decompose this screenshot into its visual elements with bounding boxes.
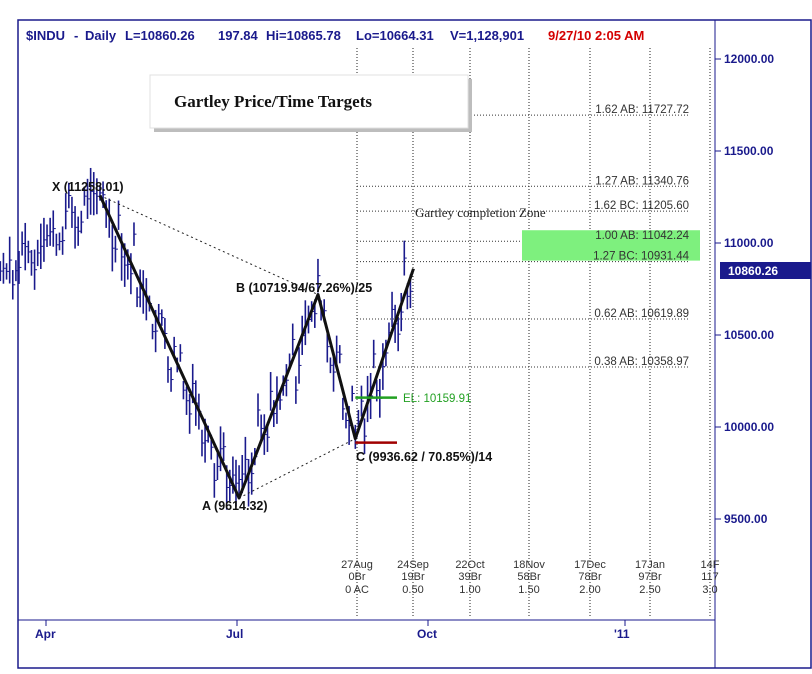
time-target-ratio: 2.50 xyxy=(639,584,660,596)
x-tick-label: Apr xyxy=(35,627,56,641)
header-dash: - xyxy=(74,28,78,43)
time-target-date: 18Nov xyxy=(513,559,545,571)
time-target-bars: 78Br xyxy=(578,571,602,583)
x-tick-label: Jul xyxy=(226,627,243,641)
header-high: Hi=10865.78 xyxy=(266,28,341,43)
time-target-bars: 19Br xyxy=(401,571,425,583)
completion-zone-box xyxy=(522,230,700,261)
time-target-bars: 0Br xyxy=(348,571,365,583)
pattern-point-label: C (9936.62 / 70.85%)/14 xyxy=(356,450,492,464)
fib-level-label: 1.62 AB: 11727.72 xyxy=(595,104,689,116)
x-tick-label: Oct xyxy=(417,627,437,641)
fib-level-label: 0.38 AB: 10358.97 xyxy=(594,356,689,368)
header-change: 197.84 xyxy=(218,28,259,43)
time-target-ratio: 1.50 xyxy=(518,584,539,596)
last-price-tag xyxy=(720,262,811,279)
completion-zone-label: Gartley completion Zone xyxy=(415,205,546,220)
time-target-date: 14F xyxy=(701,559,720,571)
time-target-date: 17Dec xyxy=(574,559,606,571)
pattern-point-label: A (9614.32) xyxy=(202,499,268,513)
y-tick-label: 11500.00 xyxy=(724,144,774,158)
fib-level-label: 1.00 AB: 11042.24 xyxy=(595,230,689,242)
time-target-ratio: 0.50 xyxy=(402,584,423,596)
time-target-bars: 58Br xyxy=(517,571,541,583)
time-target-bars: 97Br xyxy=(638,571,662,583)
y-tick-label: 10000.00 xyxy=(724,420,774,434)
header-last: L=10860.26 xyxy=(125,28,195,43)
time-target-ratio: 0 AC xyxy=(345,584,369,596)
fib-level-label: 0.62 AB: 10619.89 xyxy=(594,308,689,320)
gartley-pattern-line xyxy=(98,194,415,500)
y-tick-label: 10500.00 xyxy=(724,328,774,342)
completion-zone-layer xyxy=(522,230,700,261)
fib-level-label: 1.27 BC: 10931.44 xyxy=(593,251,690,263)
fib-level-label: 1.27 AB: 11340.76 xyxy=(595,175,689,187)
x-tick-label: '11 xyxy=(614,627,630,641)
time-target-date: 24Sep xyxy=(397,559,429,571)
header-period: Daily xyxy=(85,28,117,43)
pattern-point-label: B (10719.94/67.26%)/25 xyxy=(236,281,372,295)
y-tick-label: 9500.00 xyxy=(724,512,768,526)
header-volume: V=1,128,901 xyxy=(450,28,524,43)
header-low: Lo=10664.31 xyxy=(356,28,434,43)
time-target-ratio: 3.0 xyxy=(702,584,717,596)
entry-level-label: EL: 10159.91 xyxy=(403,393,471,405)
pattern-point-label: X (11258.01) xyxy=(52,180,124,194)
time-target-bars: 117 xyxy=(701,571,719,583)
header-datetime: 9/27/10 2:05 AM xyxy=(548,28,644,43)
header-symbol: $INDU xyxy=(26,28,65,43)
time-target-ratio: 2.00 xyxy=(579,584,600,596)
time-target-date: 22Oct xyxy=(455,559,484,571)
fib-level-label: 1.62 BC: 11205.60 xyxy=(594,200,689,212)
time-target-date: 17Jan xyxy=(635,559,665,571)
grid-layer: 9500.00 10000.00 10500.00 11000.00 11500.00 1… xyxy=(35,48,774,641)
last-price-tag-text: 10860.26 xyxy=(728,264,778,278)
time-target-ratio: 1.00 xyxy=(459,584,480,596)
time-target-date: 27Aug xyxy=(341,559,373,571)
title-box-text: Gartley Price/Time Targets xyxy=(174,92,372,111)
pattern-layer xyxy=(98,194,415,500)
y-tick-label: 11000.00 xyxy=(724,236,774,250)
y-tick-label: 12000.00 xyxy=(724,52,774,66)
ac-connector xyxy=(238,438,356,499)
title-box xyxy=(149,74,469,129)
time-target-bars: 39Br xyxy=(458,571,482,583)
